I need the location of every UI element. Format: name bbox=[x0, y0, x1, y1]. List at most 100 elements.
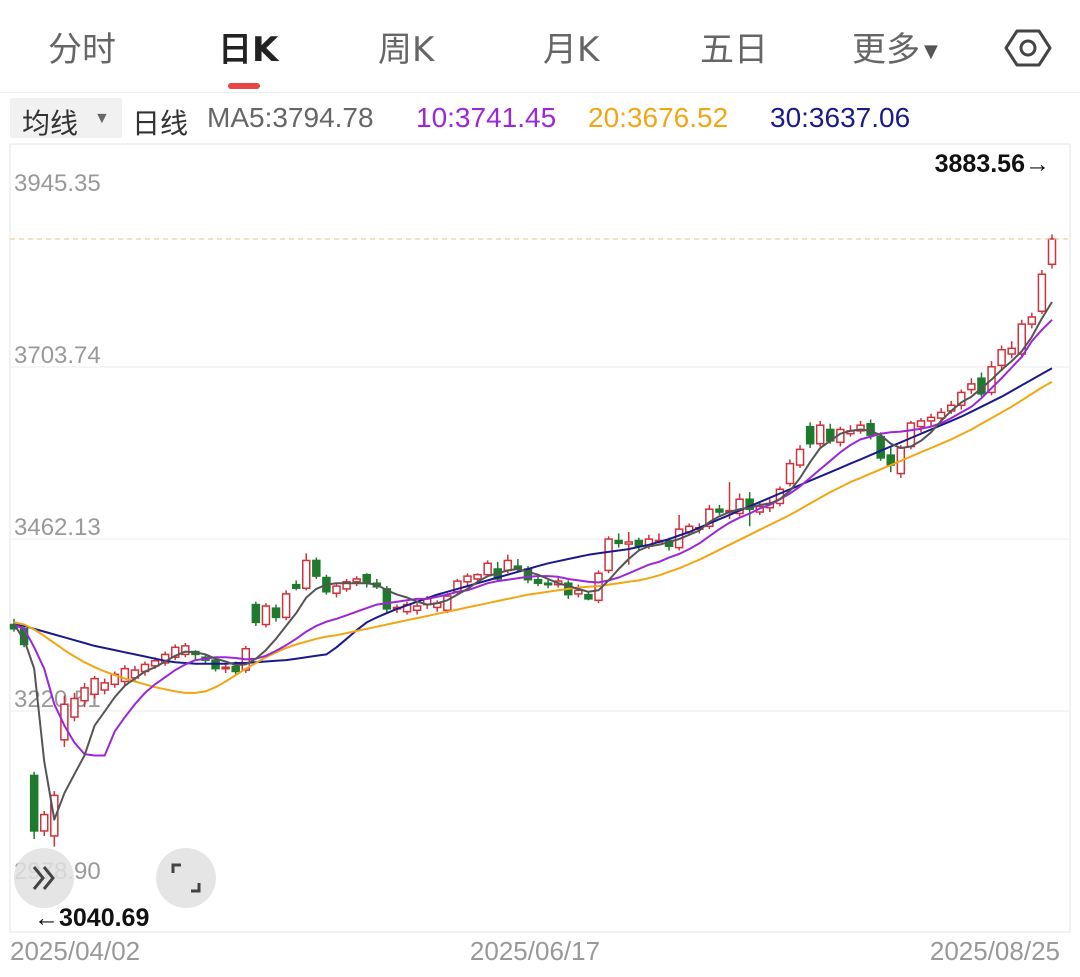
fullscreen-corners-icon bbox=[171, 863, 201, 893]
active-tab-indicator bbox=[228, 83, 260, 89]
ma-lines bbox=[13, 301, 1053, 821]
candle-up bbox=[352, 578, 361, 583]
tabs-divider bbox=[0, 92, 1080, 93]
candle-up bbox=[574, 589, 583, 595]
candle-up bbox=[967, 383, 976, 391]
candle-up bbox=[473, 573, 482, 580]
high-price-label: 3883.56→ bbox=[935, 150, 1050, 178]
double-chevron-right-icon bbox=[32, 866, 55, 890]
period-tabs: 分时 日K 周K 月K 五日 更多 ▼ bbox=[0, 0, 1080, 92]
candle-up bbox=[906, 422, 916, 448]
candle-down bbox=[634, 539, 644, 547]
candle-up bbox=[70, 697, 79, 718]
tab-intraday[interactable]: 分时 bbox=[48, 30, 116, 70]
candle-up bbox=[60, 703, 69, 741]
candle-down bbox=[805, 425, 815, 445]
ma-legend-bar: 均线 ▼ 日线 MA5:3794.78 10:3741.45 20:3676.5… bbox=[0, 96, 1080, 140]
candle-down bbox=[866, 423, 875, 436]
indicator-select[interactable]: 均线 ▼ bbox=[10, 98, 122, 140]
candle-up bbox=[916, 420, 926, 428]
candle-up bbox=[624, 541, 633, 545]
candle-down bbox=[291, 583, 301, 589]
y-tick-label: 3703.74 bbox=[14, 342, 101, 369]
caret-down-icon: ▼ bbox=[94, 110, 110, 127]
candle-up bbox=[412, 605, 422, 612]
candle-up bbox=[80, 687, 89, 702]
candle-up bbox=[221, 666, 230, 670]
candle-down bbox=[543, 582, 553, 586]
candle-down bbox=[29, 774, 39, 832]
candles bbox=[9, 234, 1057, 847]
ma5-line bbox=[13, 301, 1053, 821]
ma20-value: 20:3676.52 bbox=[588, 102, 729, 133]
candle-down bbox=[231, 665, 240, 673]
y-tick-label: 3945.35 bbox=[14, 170, 101, 197]
y-tick-label: 3462.13 bbox=[14, 514, 101, 541]
indicator-select-label: 均线 bbox=[22, 107, 79, 140]
ma5-value: MA5:3794.78 bbox=[207, 102, 374, 133]
candle-up bbox=[170, 646, 180, 659]
candle-up bbox=[332, 585, 341, 594]
candle-down bbox=[382, 588, 392, 610]
candle-down bbox=[362, 573, 371, 584]
candle-up bbox=[443, 595, 452, 612]
candle-up bbox=[957, 391, 966, 407]
candle-up bbox=[281, 593, 291, 619]
candle-up bbox=[1037, 273, 1047, 313]
ma20-line bbox=[13, 380, 1053, 694]
candle-up bbox=[735, 498, 744, 515]
candle-up bbox=[483, 562, 492, 576]
tab-five-day[interactable]: 五日 bbox=[700, 30, 768, 70]
x-axis-ticks: 2025/04/02 2025/06/17 2025/08/25 bbox=[10, 936, 1060, 966]
ma10-value: 10:3741.45 bbox=[416, 102, 557, 133]
candle-up bbox=[181, 645, 190, 656]
candle-up bbox=[936, 411, 946, 419]
candle-up bbox=[150, 660, 160, 667]
candle-up bbox=[100, 682, 109, 691]
candle-up bbox=[604, 538, 613, 572]
plot-border bbox=[9, 143, 1071, 933]
candle-down bbox=[533, 578, 543, 584]
hexagon-gear-icon[interactable] bbox=[1004, 24, 1052, 72]
candle-up bbox=[1047, 238, 1057, 266]
candle-up bbox=[261, 605, 271, 626]
candle-up bbox=[705, 508, 714, 528]
candle-down bbox=[312, 559, 321, 577]
candle-down bbox=[614, 539, 623, 545]
candle-up bbox=[926, 416, 936, 422]
candle-up bbox=[39, 813, 49, 832]
x-tick-label: 2025/04/02 bbox=[10, 936, 140, 966]
candle-down bbox=[251, 603, 261, 624]
ma30-line bbox=[13, 367, 1053, 665]
x-tick-label: 2025/06/17 bbox=[470, 936, 600, 966]
tab-daily-k[interactable]: 日K bbox=[218, 30, 279, 70]
candle-up bbox=[120, 667, 130, 683]
candle-down bbox=[876, 435, 885, 459]
candle-up bbox=[463, 575, 472, 583]
candle-up bbox=[997, 348, 1006, 367]
caret-down-icon: ▼ bbox=[924, 41, 938, 62]
candle-up bbox=[342, 581, 351, 590]
ma30-value: 30:3637.06 bbox=[770, 102, 911, 133]
candle-up bbox=[815, 424, 825, 445]
candle-up bbox=[1027, 316, 1037, 325]
x-tick-label: 2025/08/25 bbox=[930, 936, 1060, 966]
period-label: 日线 bbox=[132, 107, 189, 140]
candle-down bbox=[584, 593, 593, 600]
candle-down bbox=[271, 607, 281, 619]
candle-up bbox=[1017, 323, 1027, 355]
expand-button[interactable] bbox=[14, 848, 74, 908]
candle-up bbox=[90, 677, 99, 696]
tab-weekly-k[interactable]: 周K bbox=[378, 30, 435, 70]
tab-more[interactable]: 更多 ▼ bbox=[852, 22, 938, 71]
chart-labels: 3883.56→ ←3040.69 bbox=[10, 150, 1070, 932]
tab-monthly-k[interactable]: 月K bbox=[543, 30, 600, 70]
fullscreen-button[interactable] bbox=[156, 848, 216, 908]
low-price-label: ←3040.69 bbox=[34, 904, 149, 932]
candle-up bbox=[785, 462, 795, 485]
candle-up bbox=[795, 448, 805, 466]
candle-up bbox=[302, 559, 311, 589]
